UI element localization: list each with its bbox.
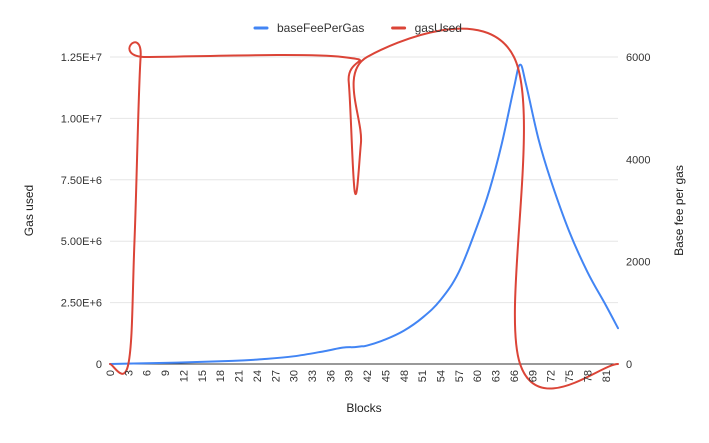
x-tick-label: 18 bbox=[215, 370, 227, 382]
y-right-tick-label: 2000 bbox=[626, 257, 650, 269]
series-line-baseFeePerGas bbox=[109, 63, 619, 365]
x-tick-label: 69 bbox=[527, 370, 539, 382]
x-tick-label: 39 bbox=[344, 370, 356, 382]
legend-label-baseFeePerGas: baseFeePerGas bbox=[277, 21, 364, 35]
legend-label-gasUsed: gasUsed bbox=[415, 21, 462, 35]
y-left-axis-title: Gas used bbox=[22, 185, 36, 236]
x-tick-label: 75 bbox=[564, 370, 576, 382]
y-left-tick-label: 2.50E+6 bbox=[61, 298, 102, 310]
x-tick-label: 48 bbox=[399, 370, 411, 382]
x-tick-label: 54 bbox=[436, 370, 448, 382]
x-tick-label: 51 bbox=[417, 370, 429, 382]
x-tick-label: 9 bbox=[160, 370, 172, 376]
x-tick-label: 30 bbox=[289, 370, 301, 382]
x-tick-label: 0 bbox=[105, 370, 117, 376]
x-tick-label: 60 bbox=[472, 370, 484, 382]
y-left-tick-label: 1.00E+7 bbox=[61, 113, 102, 125]
series-lines bbox=[109, 27, 619, 390]
x-tick-label: 45 bbox=[380, 370, 392, 382]
x-tick-label: 42 bbox=[362, 370, 374, 382]
x-tick-label: 15 bbox=[197, 370, 209, 382]
x-tick-label: 36 bbox=[325, 370, 337, 382]
series-line-gasUsed bbox=[109, 27, 619, 390]
y-right-axis-title: Base fee per gas bbox=[672, 165, 686, 256]
x-tick-label: 66 bbox=[509, 370, 521, 382]
x-tick-label: 57 bbox=[454, 370, 466, 382]
x-tick-label: 6 bbox=[142, 370, 154, 376]
axes: 0 2.50E+6 5.00E+6 7.50E+6 1.00E+7 1.25E+7 0 200… bbox=[22, 52, 686, 415]
y-right-tick-label: 0 bbox=[626, 359, 632, 371]
x-tick-label: 24 bbox=[252, 370, 264, 382]
x-tick-label: 33 bbox=[307, 370, 319, 382]
x-tick-label: 72 bbox=[546, 370, 558, 382]
x-tick-label: 63 bbox=[491, 370, 503, 382]
y-left-tick-label: 0 bbox=[96, 359, 102, 371]
y-left-tick-label: 5.00E+6 bbox=[61, 236, 102, 248]
x-tick-label: 21 bbox=[234, 370, 246, 382]
y-left-tick-label: 7.50E+6 bbox=[61, 175, 102, 187]
y-left-tick-label: 1.25E+7 bbox=[61, 52, 102, 64]
grid-lines bbox=[110, 56, 618, 365]
x-tick-label: 81 bbox=[601, 370, 613, 382]
x-axis-title: Blocks bbox=[346, 401, 381, 415]
legend[interactable]: baseFeePerGas gasUsed bbox=[253, 21, 462, 35]
y-right-tick-label: 6000 bbox=[626, 52, 650, 64]
x-tick-label: 12 bbox=[178, 370, 190, 382]
y-right-tick-label: 4000 bbox=[626, 154, 650, 166]
x-tick-label: 3 bbox=[123, 370, 135, 376]
x-tick-label: 78 bbox=[582, 370, 594, 382]
x-tick-label: 27 bbox=[270, 370, 282, 382]
